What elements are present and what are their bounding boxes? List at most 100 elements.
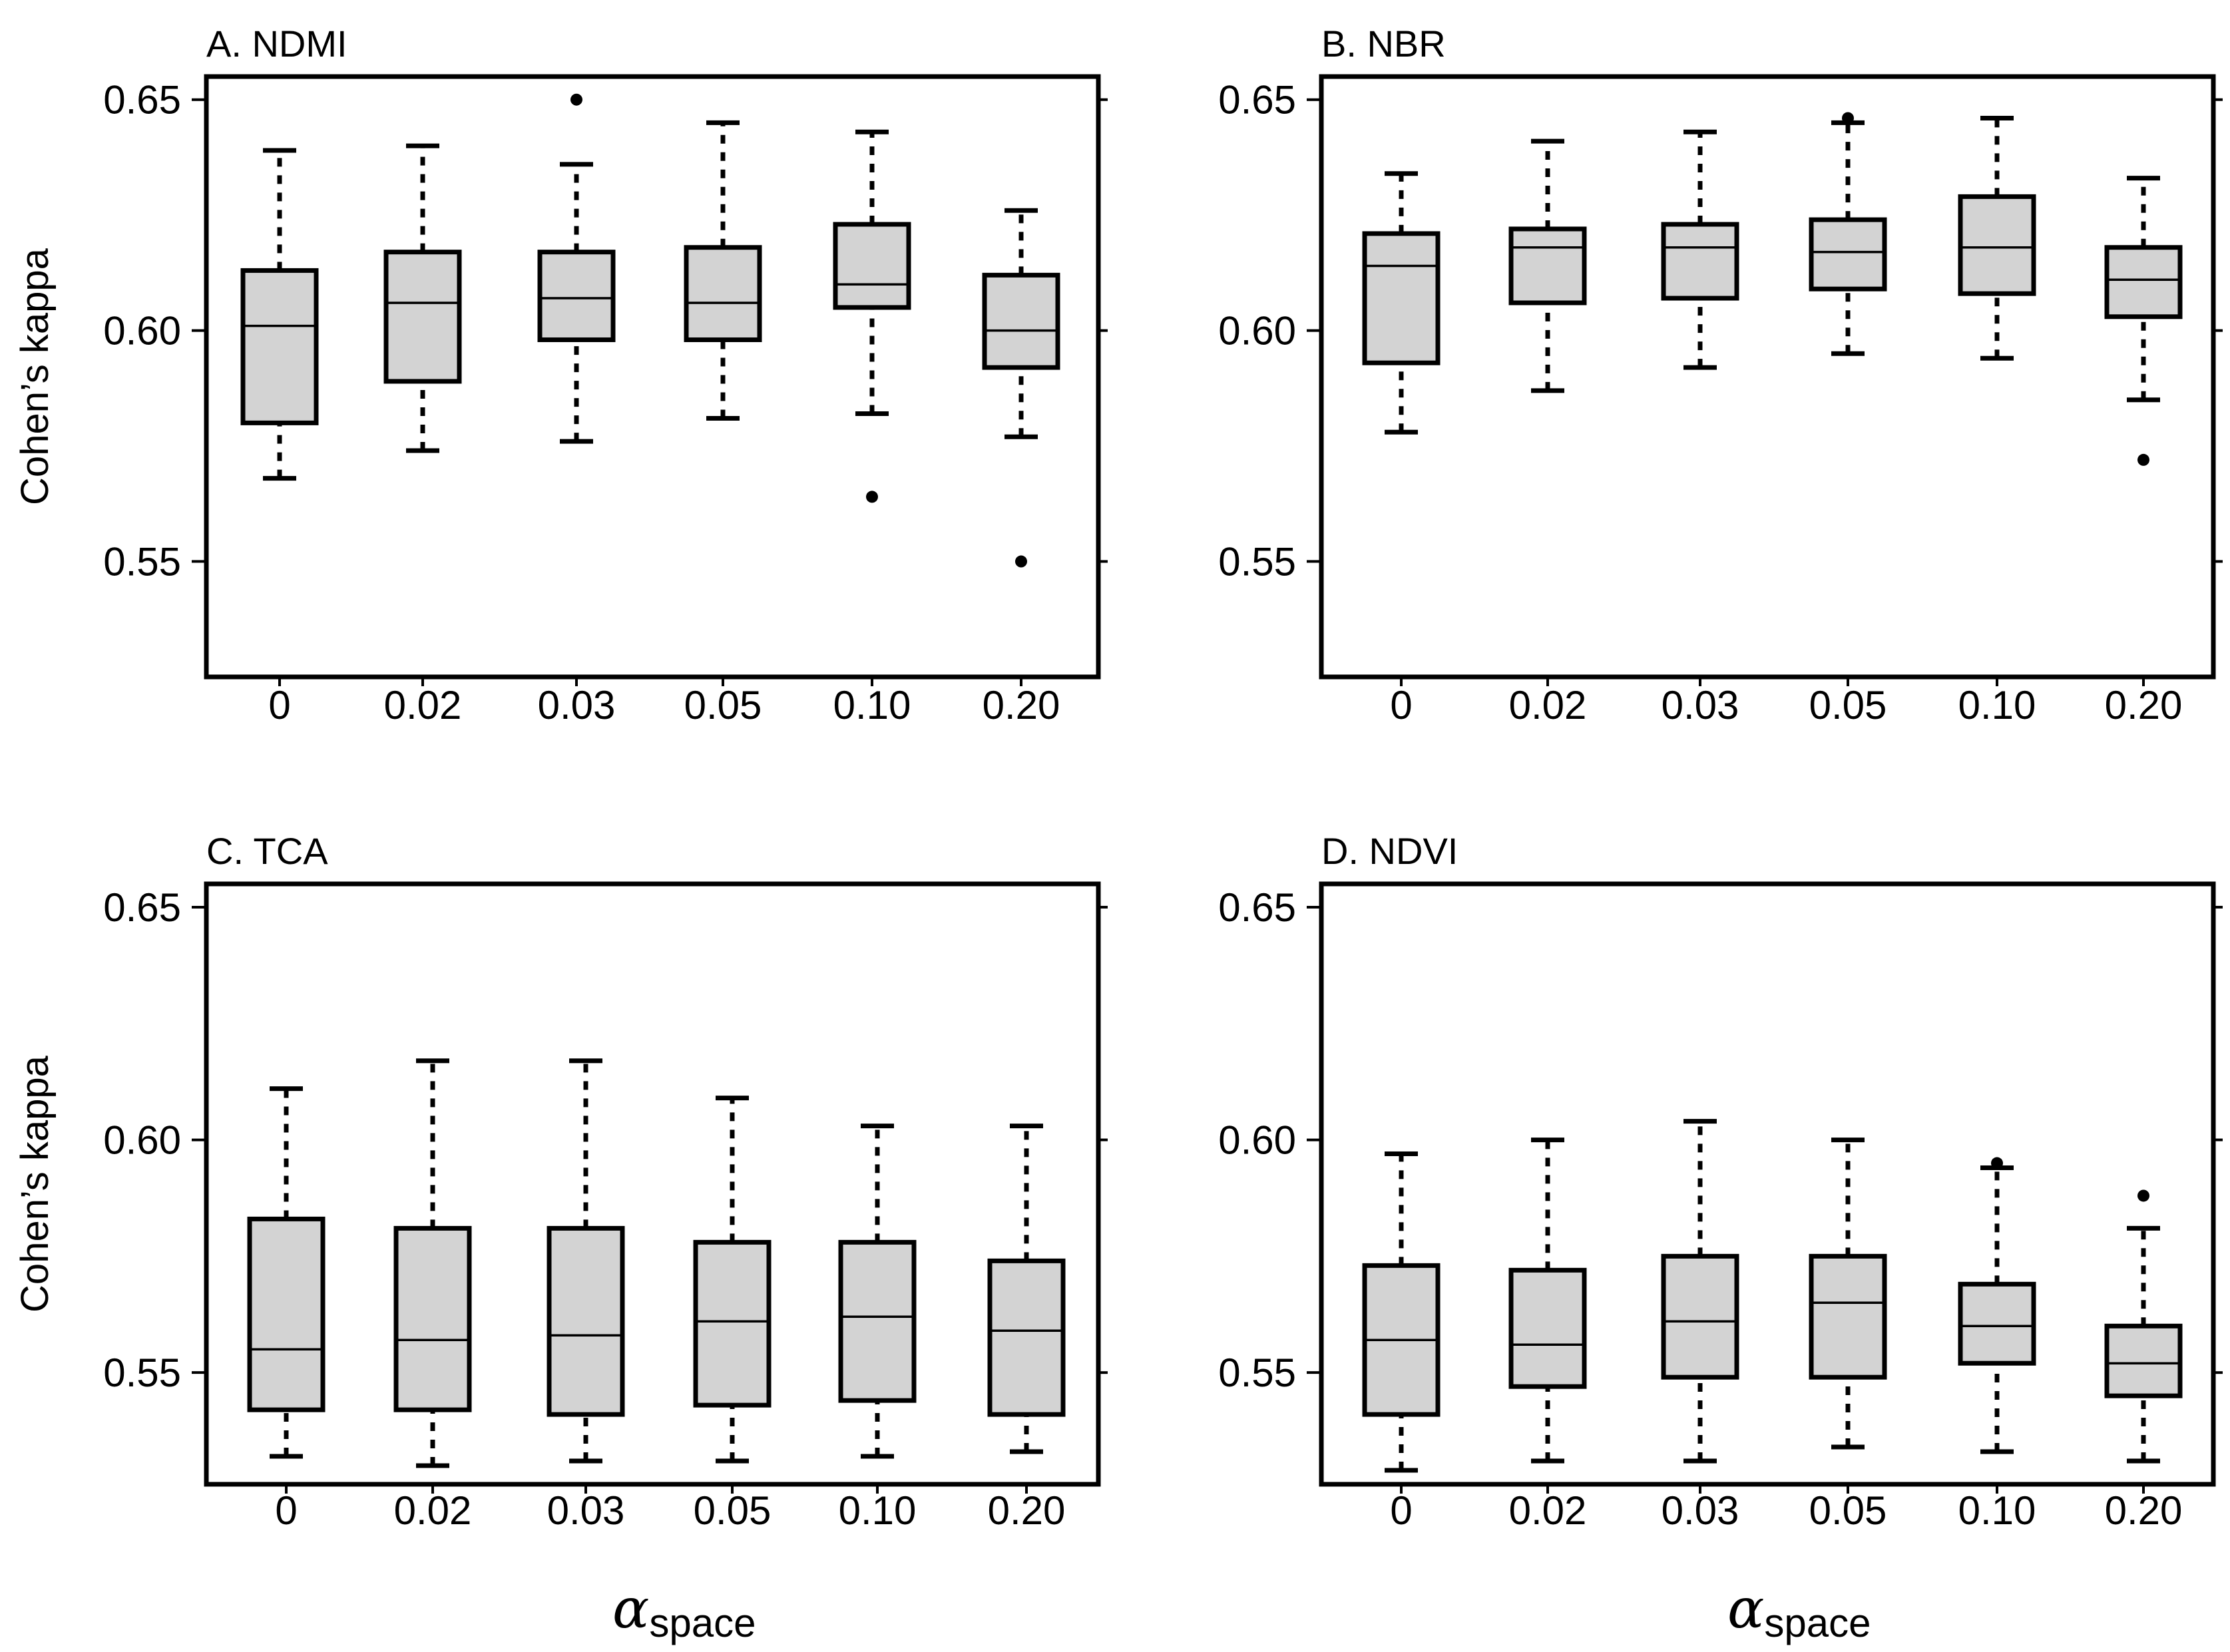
panel-2: B. NBR 0.55 0.60 0.65 0 0.02 0.03 0.05 0.10 0.20 xyxy=(1218,23,2223,727)
box-0.20 xyxy=(2104,176,2183,466)
iqr-box xyxy=(833,222,911,310)
panel-title: D. NDVI xyxy=(1321,830,1458,872)
box-0.03 xyxy=(1661,129,1739,370)
y-axis-label: Cohen’s kappa xyxy=(13,248,57,505)
y-tick-label: 0.65 xyxy=(103,78,181,122)
y-axis-label: Cohen’s kappa xyxy=(13,1055,57,1313)
x-tick-label: 0.03 xyxy=(1662,1488,1739,1533)
iqr-box xyxy=(1508,1267,1587,1389)
x-tick-label: 0.03 xyxy=(538,683,616,727)
iqr-box xyxy=(1661,222,1739,301)
box-0.05 xyxy=(1809,1137,1887,1450)
panel-4: D. NDVI 0.55 0.60 0.65 0 0.02 0.03 0.05 0.10 0.20… xyxy=(1218,830,2223,1645)
y-tick-label: 0.60 xyxy=(1218,1118,1296,1163)
outlier-point xyxy=(2137,453,2149,466)
iqr-box xyxy=(982,272,1060,370)
panel-title: C. TCA xyxy=(206,830,328,872)
outlier-point xyxy=(866,491,878,503)
box-0.20 xyxy=(2104,1189,2183,1464)
y-tick-label: 0.65 xyxy=(1218,78,1296,122)
x-axis-label-symbol: α xyxy=(1727,1577,1764,1641)
y-tick-label: 0.55 xyxy=(103,1350,181,1395)
box-0.20 xyxy=(982,208,1060,568)
y-tick-label: 0.65 xyxy=(1218,885,1296,930)
x-tick-label: 0.20 xyxy=(983,683,1060,727)
box-0.02 xyxy=(393,1058,472,1468)
iqr-box xyxy=(1809,217,1887,292)
x-axis-label-subscript: space xyxy=(1764,1601,1871,1645)
x-axis-label: αspace xyxy=(1727,1577,1871,1645)
x-tick-label: 0 xyxy=(1390,683,1412,727)
x-tick-label: 0.03 xyxy=(547,1488,625,1533)
x-tick-label: 0.10 xyxy=(1958,683,2036,727)
panel-title: A. NDMI xyxy=(206,23,347,65)
outlier-point xyxy=(2137,1189,2149,1202)
x-tick-label: 0.03 xyxy=(1662,683,1739,727)
iqr-box xyxy=(1362,231,1441,365)
x-tick-label: 0.02 xyxy=(1509,683,1587,727)
y-tick-label: 0.60 xyxy=(1218,309,1296,353)
x-tick-label: 0 xyxy=(275,1488,297,1533)
iqr-box xyxy=(2104,1323,2183,1398)
outlier-point xyxy=(1991,1157,2003,1169)
iqr-box xyxy=(684,245,762,342)
x-tick-label: 0 xyxy=(268,683,290,727)
iqr-box xyxy=(383,250,462,384)
box-0.03 xyxy=(547,1058,625,1464)
x-axis-label-symbol: α xyxy=(612,1577,649,1641)
x-tick-label: 0.05 xyxy=(694,1488,772,1533)
x-tick-label: 0.02 xyxy=(1509,1488,1587,1533)
box-0.05 xyxy=(684,120,762,421)
iqr-box xyxy=(1958,194,2036,296)
x-tick-label: 0.05 xyxy=(1809,1488,1887,1533)
iqr-box xyxy=(247,1216,326,1412)
box-0.03 xyxy=(1661,1119,1739,1464)
box-0.10 xyxy=(838,1124,917,1459)
x-tick-label: 0.05 xyxy=(1809,683,1887,727)
box-0.10 xyxy=(1958,115,2036,361)
box-0 xyxy=(247,1086,326,1459)
x-tick-label: 0 xyxy=(1390,1488,1412,1533)
y-tick-label: 0.60 xyxy=(103,309,181,353)
x-tick-label: 0.20 xyxy=(2105,683,2183,727)
iqr-box xyxy=(1661,1253,1739,1380)
plot-frame xyxy=(1319,74,2216,680)
box-0.03 xyxy=(537,93,616,444)
box-0 xyxy=(1362,171,1441,435)
y-tick-label: 0.55 xyxy=(1218,540,1296,584)
x-tick-label: 0.02 xyxy=(394,1488,472,1533)
iqr-box xyxy=(393,1225,472,1412)
iqr-box xyxy=(1809,1253,1887,1380)
box-0.02 xyxy=(1508,138,1587,393)
x-tick-label: 0.10 xyxy=(833,683,911,727)
box-0.02 xyxy=(383,143,462,453)
plot-frame xyxy=(204,881,1101,1487)
x-tick-label: 0.05 xyxy=(684,683,762,727)
iqr-box xyxy=(2104,245,2183,319)
x-axis-label: αspace xyxy=(612,1577,756,1645)
outlier-point xyxy=(1015,555,1027,568)
y-tick-label: 0.55 xyxy=(103,540,181,584)
box-0.05 xyxy=(1809,112,1887,356)
box-0.02 xyxy=(1508,1137,1587,1464)
box-0.10 xyxy=(833,129,911,503)
outlier-point xyxy=(1842,112,1854,124)
panel-title: B. NBR xyxy=(1321,23,1446,65)
x-axis-label-subscript: space xyxy=(649,1601,756,1645)
x-tick-label: 0.20 xyxy=(2105,1488,2183,1533)
iqr-box xyxy=(240,268,319,425)
box-0.05 xyxy=(693,1096,772,1464)
y-tick-label: 0.55 xyxy=(1218,1350,1296,1395)
iqr-box xyxy=(1958,1281,2036,1366)
outlier-point xyxy=(570,93,582,106)
iqr-box xyxy=(987,1258,1066,1417)
iqr-box xyxy=(838,1239,917,1403)
x-tick-label: 0.10 xyxy=(1958,1488,2036,1533)
box-0 xyxy=(1362,1151,1441,1473)
panel-1: A. NDMI 0.55 0.60 0.65 Cohen’s kappa 0 0.02 0.0… xyxy=(13,23,1108,727)
box-0.10 xyxy=(1958,1157,2036,1454)
iqr-box xyxy=(547,1225,625,1417)
y-tick-label: 0.65 xyxy=(103,885,181,930)
iqr-box xyxy=(537,250,616,342)
